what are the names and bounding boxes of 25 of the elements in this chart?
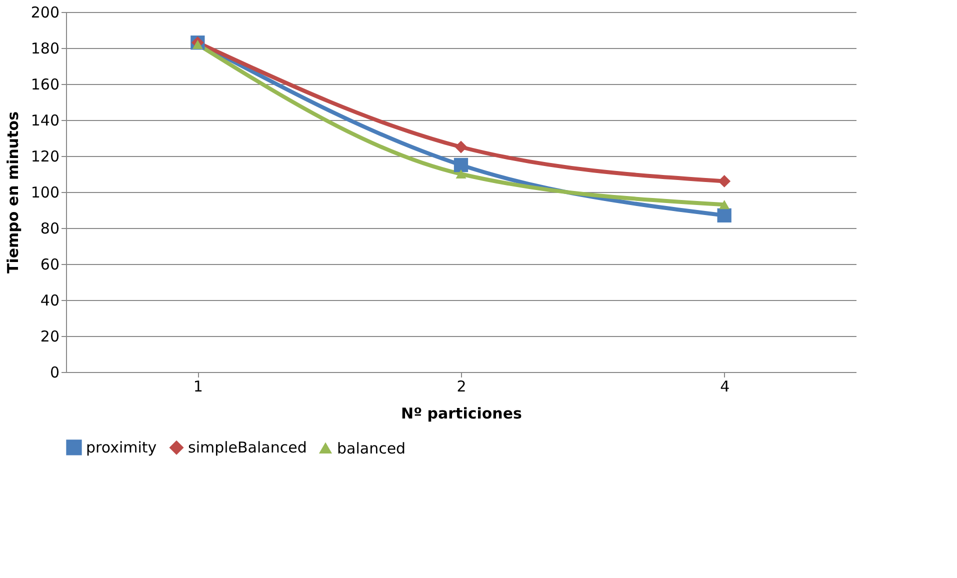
x-axis-title: Nº particiones xyxy=(401,404,522,422)
y-tick-label: 140 xyxy=(30,112,60,130)
x-tick-label: 1 xyxy=(193,378,203,396)
x-tick-label: 2 xyxy=(456,378,466,396)
point xyxy=(456,169,466,179)
y-tick-label: 200 xyxy=(30,4,60,22)
point xyxy=(718,174,731,188)
x-tick-label: 4 xyxy=(720,378,730,396)
y-tick-label: 60 xyxy=(40,256,60,274)
y-tick-label: 20 xyxy=(40,328,60,346)
point xyxy=(719,200,730,210)
legend-label: balanced xyxy=(337,439,406,458)
point xyxy=(717,208,732,222)
y-tick-label: 0 xyxy=(50,364,60,382)
legend-label: simpleBalanced xyxy=(188,438,307,457)
point xyxy=(454,158,468,172)
y-tick-label: 80 xyxy=(40,220,60,238)
y-tick-label: 160 xyxy=(30,76,60,94)
y-tick-label: 180 xyxy=(30,40,60,58)
y-tick-label: 100 xyxy=(30,184,60,202)
point xyxy=(454,140,468,154)
legend-label: proximity xyxy=(86,438,157,456)
y-axis-title: Tiempo en minutos xyxy=(4,111,22,274)
y-tick-label: 40 xyxy=(40,292,60,310)
y-tick-label: 120 xyxy=(30,148,60,166)
